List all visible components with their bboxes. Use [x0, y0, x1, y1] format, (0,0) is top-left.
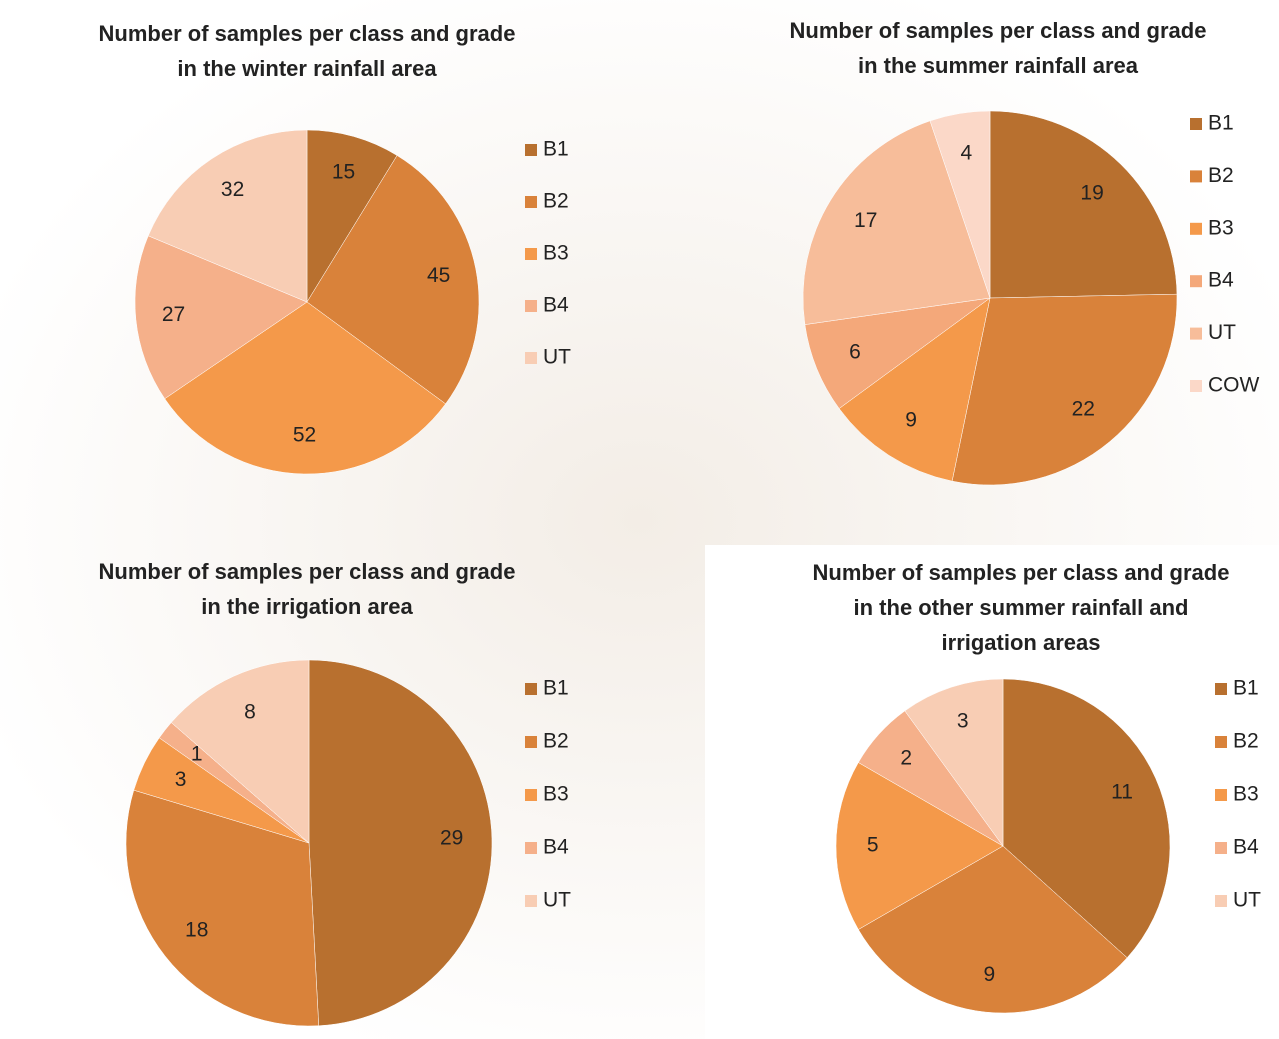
legend-label: B1 — [1233, 677, 1259, 700]
legend-swatch — [1215, 895, 1227, 907]
data-label: 19 — [1080, 181, 1103, 204]
data-label: 2 — [900, 746, 912, 769]
legend-label: B1 — [543, 677, 569, 700]
legend-swatch — [525, 842, 537, 854]
chart-title: in the summer rainfall area — [858, 53, 1139, 78]
legend-swatch — [1190, 380, 1202, 392]
legend-label: UT — [1208, 321, 1236, 344]
legend-label: UT — [543, 346, 571, 369]
legend-label: B1 — [1208, 112, 1234, 135]
legend-swatch — [525, 789, 537, 801]
chart-title: Number of samples per class and grade — [99, 21, 516, 46]
legend-swatch — [1215, 842, 1227, 854]
legend-swatch — [1190, 118, 1202, 130]
legend-swatch — [525, 196, 537, 208]
legend-swatch — [525, 736, 537, 748]
data-label: 9 — [905, 408, 917, 431]
data-label: 8 — [244, 701, 256, 724]
data-label: 3 — [175, 768, 187, 791]
data-label: 4 — [960, 142, 972, 165]
legend-swatch — [1190, 222, 1202, 235]
legend-swatch — [525, 352, 537, 364]
data-label: 6 — [849, 341, 861, 364]
legend-swatch — [1190, 327, 1202, 340]
data-label: 52 — [293, 424, 316, 447]
data-label: 3 — [957, 710, 969, 733]
data-label: 15 — [332, 160, 355, 183]
pie-slice — [170, 659, 310, 844]
legend-label: UT — [1233, 889, 1261, 912]
legend-swatch — [525, 895, 537, 907]
data-label: 32 — [221, 178, 244, 201]
legend-label: B1 — [543, 138, 569, 161]
pie-slice — [989, 110, 1178, 299]
legend-swatch — [525, 248, 537, 260]
chart-title: in the winter rainfall area — [177, 56, 437, 81]
pie-slice — [308, 659, 493, 1027]
data-label: 29 — [440, 827, 463, 850]
legend-label: B4 — [543, 836, 569, 859]
data-label: 9 — [984, 963, 996, 986]
chart-title: Number of samples per class and grade — [790, 18, 1207, 43]
chart-title: Number of samples per class and grade — [813, 560, 1230, 585]
pie-slice — [858, 845, 1128, 1014]
data-label: 18 — [185, 919, 208, 942]
chart-title: in the irrigation area — [201, 594, 413, 619]
legend-label: UT — [543, 889, 571, 912]
chart-title: irrigation areas — [942, 630, 1101, 655]
pie-slice — [164, 301, 446, 475]
pie-slice — [306, 155, 480, 405]
pie-slice — [804, 297, 991, 409]
legend-swatch — [1215, 789, 1227, 801]
legend-label: B4 — [543, 294, 569, 317]
legend-label: B3 — [1208, 216, 1234, 239]
pie-slice — [147, 129, 308, 303]
legend-label: B3 — [543, 242, 569, 265]
pie-slice — [904, 678, 1004, 847]
pie-slice — [835, 762, 1004, 930]
data-label: 1 — [191, 742, 203, 765]
legend-label: B2 — [1208, 164, 1234, 187]
legend-swatch — [525, 144, 537, 156]
pie-slice — [802, 120, 991, 325]
legend-label: B4 — [1233, 836, 1259, 859]
legend-label: B2 — [543, 190, 569, 213]
chart-title: in the other summer rainfall and — [854, 595, 1189, 620]
data-label: 11 — [1111, 781, 1133, 804]
legend-swatch — [1215, 736, 1227, 748]
pie-slice — [125, 789, 320, 1027]
pie-slice — [951, 293, 1178, 486]
chart-title: Number of samples per class and grade — [99, 559, 516, 584]
legend-label: COW — [1208, 374, 1260, 397]
pie-slice — [1002, 678, 1171, 959]
legend-swatch — [525, 683, 537, 695]
legend-label: B2 — [1233, 730, 1259, 753]
legend-swatch — [525, 300, 537, 312]
legend-swatch — [1190, 275, 1202, 288]
legend-label: B4 — [1208, 269, 1234, 292]
legend-label: B2 — [543, 730, 569, 753]
data-label: 17 — [854, 209, 877, 232]
data-label: 45 — [427, 264, 450, 287]
data-label: 27 — [162, 303, 185, 326]
data-label: 22 — [1072, 398, 1095, 421]
pie-slice — [929, 110, 991, 299]
data-label: 5 — [867, 834, 879, 857]
legend-swatch — [1190, 170, 1202, 183]
pie-slice — [306, 129, 398, 303]
legend-label: B3 — [543, 783, 569, 806]
pie-slice — [134, 235, 308, 400]
pie-slice — [838, 297, 991, 482]
legend-swatch — [1215, 683, 1227, 695]
legend-label: B3 — [1233, 783, 1259, 806]
